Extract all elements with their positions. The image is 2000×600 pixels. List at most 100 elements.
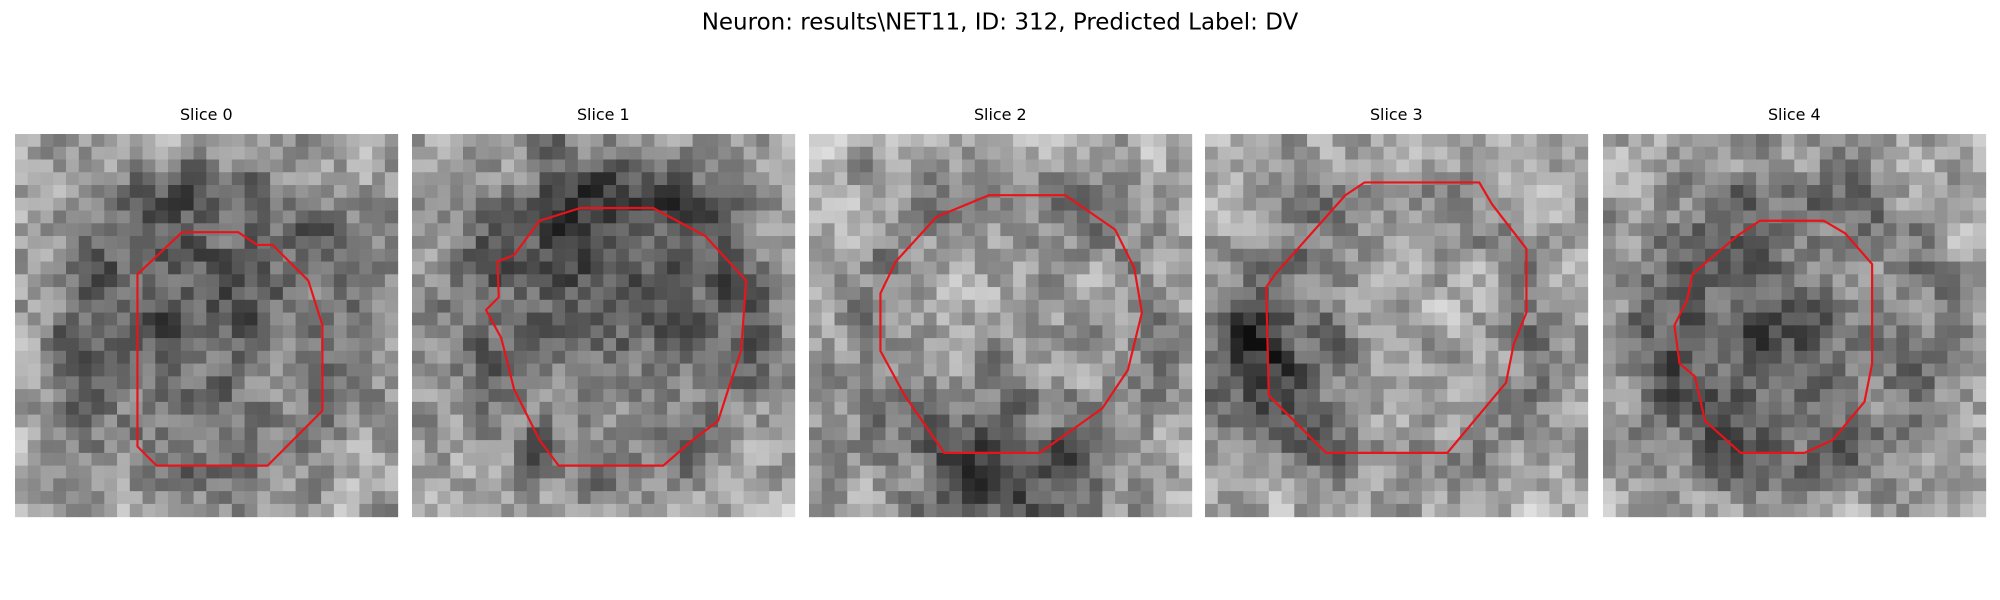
pixel	[756, 248, 770, 263]
pixel	[219, 210, 233, 224]
pixel	[1883, 134, 1897, 148]
pixel	[1102, 248, 1116, 263]
pixel	[1819, 261, 1834, 275]
pixel	[526, 427, 541, 441]
pixel	[384, 287, 399, 301]
pixel	[1205, 159, 1219, 173]
pixel	[1370, 401, 1385, 416]
pixel	[987, 363, 1001, 377]
pixel	[628, 172, 643, 186]
pixel	[1960, 172, 1974, 186]
pixel	[1832, 440, 1846, 454]
pixel	[974, 210, 989, 224]
pixel	[193, 134, 207, 148]
pixel	[1807, 427, 1821, 441]
pixel	[781, 236, 796, 250]
pixel	[1628, 491, 1642, 505]
pixel	[1523, 465, 1538, 479]
pixel	[667, 452, 681, 467]
pixel	[1574, 185, 1589, 199]
pixel	[1153, 389, 1167, 403]
pixel	[1947, 248, 1961, 263]
pixel	[1000, 325, 1014, 339]
pixel	[1934, 376, 1948, 390]
pixel	[1807, 172, 1821, 186]
pixel	[193, 146, 207, 161]
pixel	[526, 134, 541, 148]
pixel	[412, 299, 426, 314]
pixel	[1230, 376, 1244, 390]
pixel	[1370, 312, 1385, 326]
pixel	[565, 478, 579, 492]
pixel	[104, 261, 118, 275]
pixel	[1205, 287, 1219, 301]
pixel	[27, 312, 42, 326]
pixel	[1692, 236, 1706, 250]
pixel	[834, 338, 848, 352]
pixel	[1076, 185, 1091, 199]
pixel	[346, 376, 360, 390]
pixel	[987, 478, 1001, 492]
pixel	[78, 389, 93, 403]
pixel	[91, 452, 105, 467]
pixel	[257, 287, 271, 301]
pixel	[743, 376, 757, 390]
pixel	[1768, 185, 1783, 199]
pixel	[270, 401, 284, 416]
pixel	[821, 197, 836, 212]
pixel	[1000, 146, 1014, 161]
pixel	[117, 312, 131, 326]
pixel	[206, 172, 220, 186]
pixel	[1268, 465, 1283, 479]
pixel	[1781, 389, 1795, 403]
pixel	[321, 185, 335, 199]
pixel	[27, 274, 42, 288]
pixel	[936, 134, 950, 148]
pixel	[321, 210, 335, 224]
pixel	[1574, 452, 1589, 467]
pixel	[603, 236, 617, 250]
pixel	[1858, 223, 1872, 237]
pixel	[1603, 236, 1617, 250]
pixel	[1268, 134, 1283, 148]
pixel	[1603, 159, 1617, 173]
pixel	[40, 299, 54, 314]
pixel	[206, 197, 220, 212]
pixel	[718, 146, 732, 161]
pixel	[1319, 401, 1334, 416]
pixel	[1421, 440, 1436, 454]
pixel	[346, 248, 360, 263]
pixel	[1332, 427, 1346, 441]
pixel	[1383, 223, 1397, 237]
pixel	[1794, 248, 1808, 263]
pixel	[743, 185, 757, 199]
pixel	[333, 210, 348, 224]
pixel	[911, 248, 925, 263]
pixel	[769, 363, 783, 377]
pixel	[1345, 503, 1359, 518]
pixel	[526, 350, 541, 365]
pixel	[1896, 478, 1910, 492]
pixel	[78, 146, 93, 161]
pixel	[974, 274, 989, 288]
pixel	[885, 401, 899, 416]
pixel	[1972, 134, 1987, 148]
pixel	[40, 363, 54, 377]
pixel	[1960, 236, 1974, 250]
pixel	[104, 478, 118, 492]
pixel	[1794, 465, 1808, 479]
pixel	[769, 223, 783, 237]
pixel	[1383, 274, 1397, 288]
pixel	[1409, 210, 1423, 224]
pixel	[628, 503, 643, 518]
pixel	[1947, 134, 1961, 148]
pixel	[282, 159, 297, 173]
pixel	[1883, 274, 1897, 288]
pixel	[1960, 401, 1974, 416]
pixel	[781, 299, 796, 314]
pixel	[1140, 503, 1154, 518]
pixel	[885, 503, 899, 518]
pixel	[27, 325, 42, 339]
pixel	[577, 312, 592, 326]
pixel	[1679, 350, 1693, 365]
